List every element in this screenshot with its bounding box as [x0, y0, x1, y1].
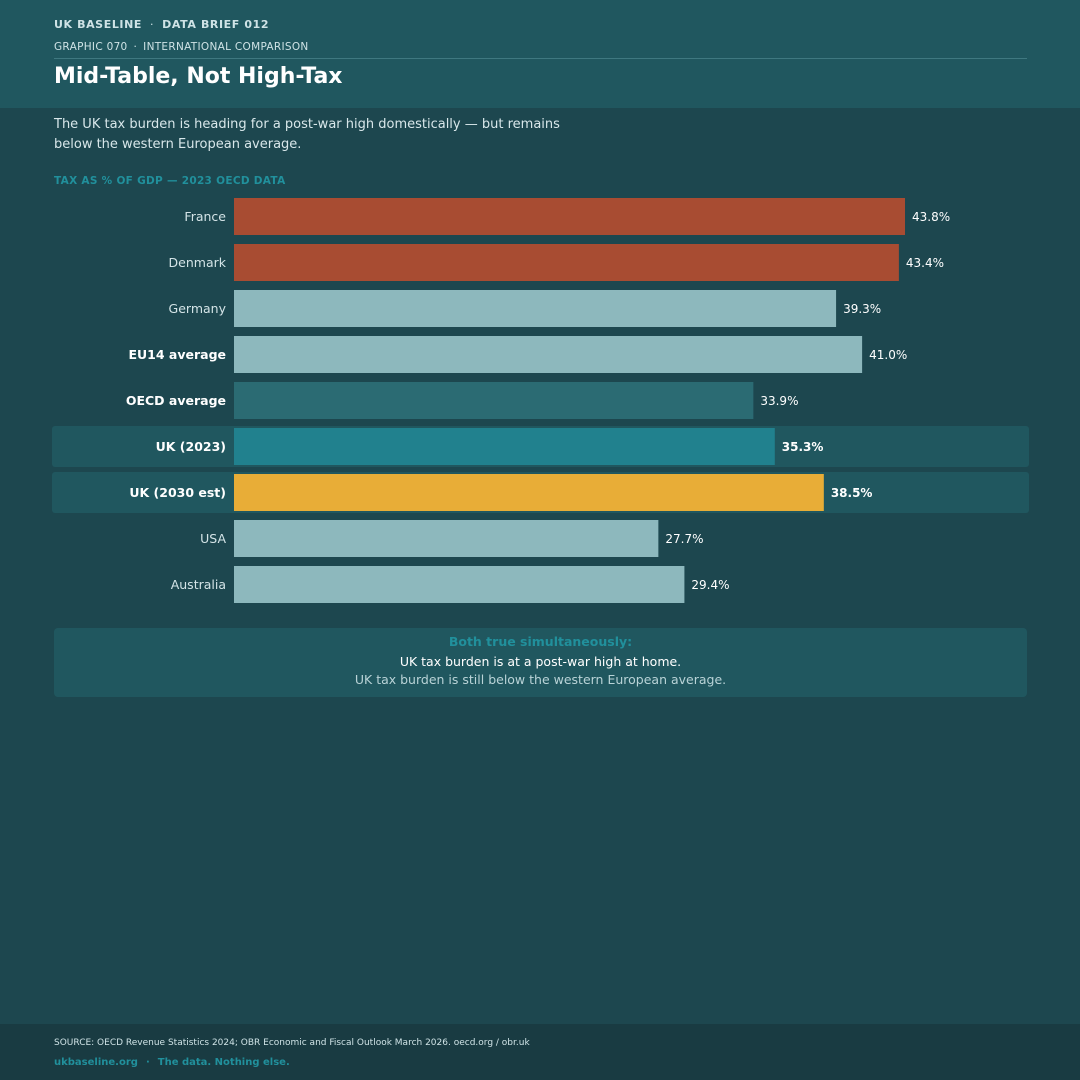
brand-line: UK BASELINE · DATA BRIEF 012	[54, 18, 269, 31]
category-label: EU14 average	[128, 347, 226, 362]
graphic-line: GRAPHIC 070 · INTERNATIONAL COMPARISON	[54, 41, 309, 53]
category-label: USA	[200, 531, 226, 546]
category-label: France	[184, 209, 226, 224]
callout-box: Both true simultaneously: UK tax burden …	[54, 628, 1027, 697]
value-label: 35.3%	[782, 440, 824, 454]
value-label: 41.0%	[869, 348, 907, 362]
site-link[interactable]: ukbaseline.org	[54, 1057, 138, 1068]
callout-line-europe: UK tax burden is still below the western…	[354, 672, 727, 687]
footer: SOURCE: OECD Revenue Statistics 2024; OB…	[0, 1024, 1080, 1080]
bar	[234, 382, 754, 419]
value-label: 38.5%	[831, 486, 873, 500]
header-band: UK BASELINE · DATA BRIEF 012 GRAPHIC 070 · I…	[0, 0, 1080, 108]
bar	[234, 336, 863, 373]
source-note: SOURCE: OECD Revenue Statistics 2024; OB…	[54, 1038, 530, 1048]
category-label: OECD average	[126, 393, 226, 408]
graphic-number: GRAPHIC 070	[54, 41, 128, 53]
callout-line-home: UK tax burden is at a post-war high at h…	[399, 654, 682, 669]
value-label: 29.4%	[691, 578, 729, 592]
section-name: INTERNATIONAL COMPARISON	[143, 41, 309, 53]
bar	[234, 474, 824, 511]
value-label: 43.8%	[912, 210, 950, 224]
bar	[234, 290, 837, 327]
value-label: 39.3%	[843, 302, 881, 316]
bar	[234, 244, 899, 281]
category-label: Australia	[171, 577, 226, 592]
value-label: 27.7%	[665, 532, 703, 546]
intro-text: The UK tax burden is heading for a post-…	[54, 117, 560, 152]
bar	[234, 520, 659, 557]
header-divider	[54, 58, 1027, 59]
bar	[234, 198, 906, 235]
brand-name: UK BASELINE	[54, 18, 143, 31]
page-title: Mid-Table, Not High-Tax	[54, 64, 343, 89]
chart-title: TAX AS % OF GDP — 2023 OECD DATA	[54, 175, 286, 187]
bar-chart: France 43.8% Denmark 43.4% Germany 39.3% EU14 …	[52, 198, 1029, 603]
category-label: Germany	[169, 301, 227, 316]
category-label: UK (2030 est)	[129, 485, 226, 500]
value-label: 43.4%	[906, 256, 944, 270]
brief-number: DATA BRIEF 012	[162, 18, 270, 31]
category-label: UK (2023)	[156, 439, 226, 454]
graphic-separator: ·	[133, 41, 138, 53]
footer-separator: ·	[145, 1057, 150, 1068]
bar	[234, 428, 775, 465]
brand-separator: ·	[150, 18, 155, 31]
callout-heading: Both true simultaneously:	[448, 634, 633, 649]
category-label: Denmark	[169, 255, 227, 270]
tagline: The data. Nothing else.	[157, 1057, 290, 1068]
footer-brand: ukbaseline.org · The data. Nothing else.	[54, 1057, 290, 1068]
bar	[234, 566, 685, 603]
value-label: 33.9%	[760, 394, 798, 408]
